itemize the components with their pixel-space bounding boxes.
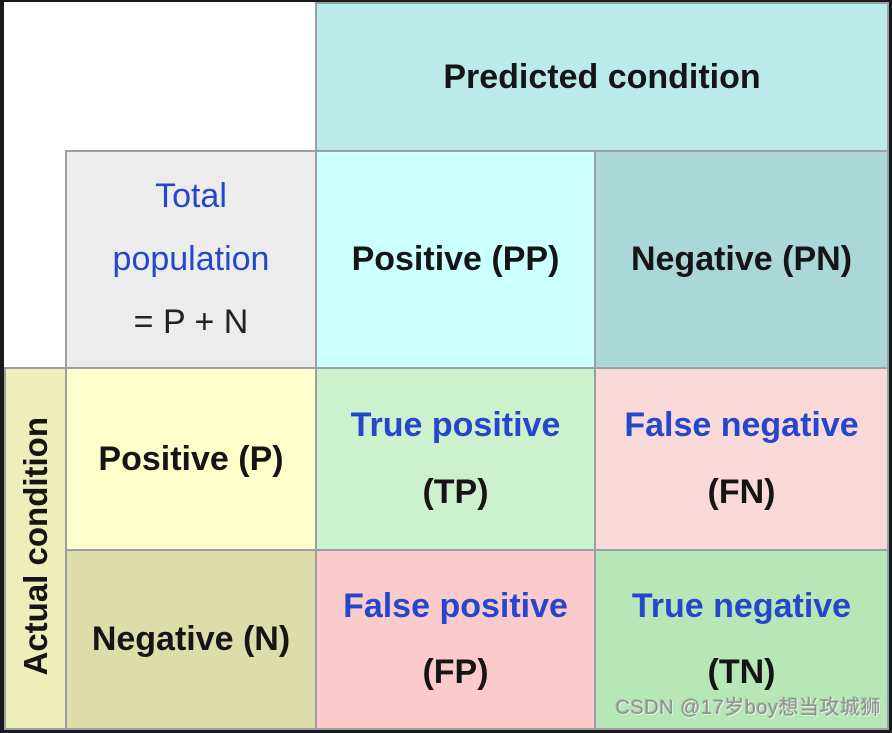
false-negative-cell: False negative (FN) [594,367,889,551]
table-canvas: Predicted condition Total population = P… [4,2,889,730]
total-population-link-line1[interactable]: Total [155,176,227,215]
predicted-condition-label: Predicted condition [443,57,761,96]
false-negative-abbr: (FN) [707,472,776,511]
actual-condition-label: Actual condition [16,416,54,676]
true-negative-link[interactable]: True negative [631,586,852,625]
actual-negative-label: Negative (N) [91,620,291,658]
false-negative-link[interactable]: False negative [624,406,859,445]
true-positive-cell: True positive (TP) [315,367,596,551]
total-population-cell: Total population = P + N [65,150,317,369]
predicted-negative-header: Negative (PN) [594,150,889,369]
predicted-positive-label: Positive (PP) [351,240,560,278]
actual-positive-label: Positive (P) [98,439,284,478]
predicted-positive-header: Positive (PP) [315,150,596,369]
predicted-condition-header: Predicted condition [315,2,889,152]
actual-condition-header: Actual condition [4,367,67,730]
confusion-matrix-table: Predicted condition Total population = P… [4,2,889,730]
true-negative-abbr: (TN) [707,653,776,691]
false-positive-abbr: (FP) [422,653,489,691]
predicted-negative-label: Negative (PN) [630,240,853,278]
actual-negative-header: Negative (N) [65,549,317,730]
total-population-sum: = P + N [133,303,249,342]
true-negative-cell: True negative (TN) [594,549,889,730]
empty-top-left-cell [5,3,316,151]
true-positive-link[interactable]: True positive [350,406,561,445]
total-population-link-line2[interactable]: population [112,239,270,278]
actual-positive-header: Positive (P) [65,367,317,551]
false-positive-link[interactable]: False positive [343,586,568,625]
empty-left-cell [5,151,66,368]
false-positive-cell: False positive (FP) [315,549,596,730]
true-positive-abbr: (TP) [422,472,489,511]
